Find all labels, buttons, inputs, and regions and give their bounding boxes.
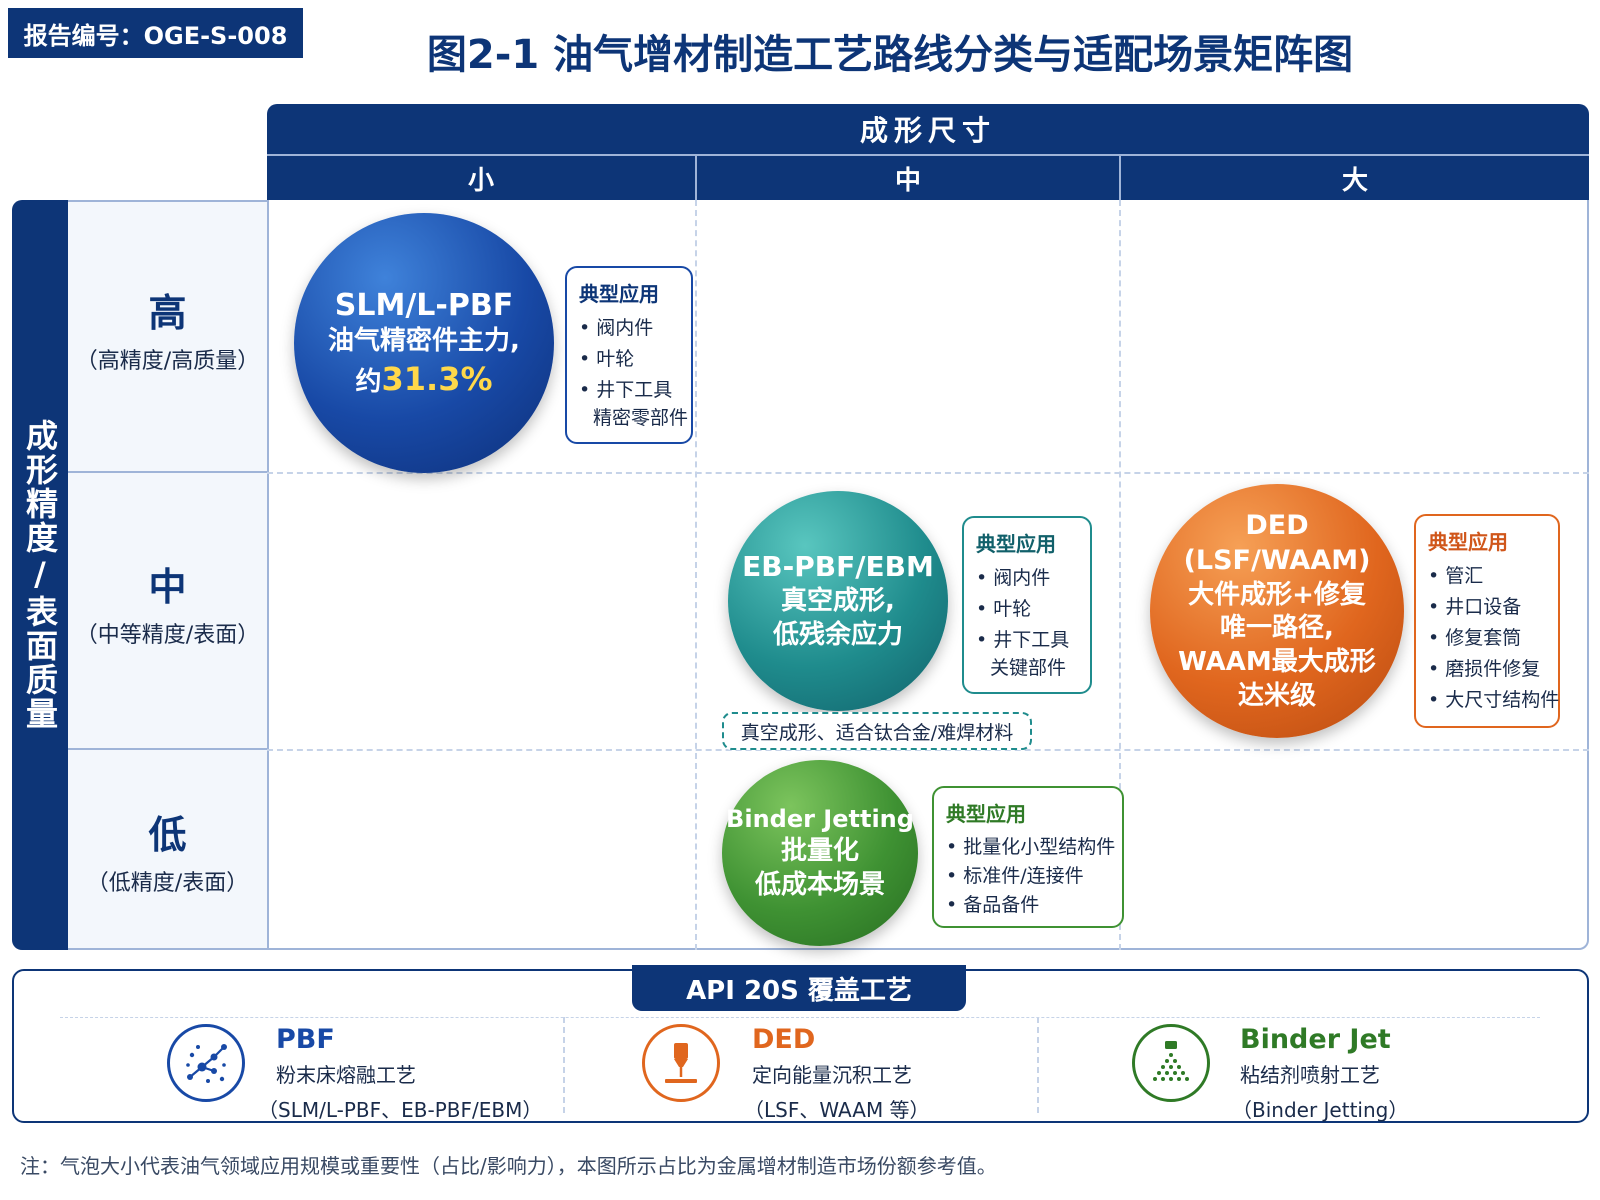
bubble-desc: 唯一路径, (1220, 613, 1334, 644)
bubble-title: Binder Jetting (726, 804, 914, 833)
app-item-continuation: 关键部件 (990, 657, 1067, 679)
share-prefix: 约 (355, 366, 382, 397)
bubble-desc: 达米级 (1237, 680, 1316, 711)
page-title: 图2-1 油气增材制造工艺路线分类与适配场景矩阵图 (426, 32, 1354, 78)
footnote: 注：气泡大小代表油气领域应用规模或重要性（占比/影响力），本图所示占比为金属增材… (20, 1154, 997, 1178)
api-item-subtypes: （LSF、WAAM 等） (744, 1098, 930, 1122)
app-box-title: 典型应用 (1428, 530, 1508, 554)
api-item-desc: 粘结剂喷射工艺 (1240, 1063, 1380, 1087)
app-item: 修复套筒 (1428, 623, 1546, 654)
app-item: 管汇 (1428, 561, 1546, 592)
bubble-title: SLM/L-PBF (334, 287, 514, 323)
api-panel-divider (60, 1017, 1540, 1018)
api-panel-separator (563, 1017, 565, 1113)
api-item-subtypes: （Binder Jetting） (1232, 1098, 1409, 1122)
bubble-desc: 低成本场景 (754, 869, 885, 900)
row-label-column (68, 200, 267, 950)
row-divider (68, 471, 267, 473)
app-item: 阀内件 (976, 563, 1078, 594)
api-item-name: Binder Jet (1240, 1024, 1391, 1055)
powder-bed-icon (167, 1024, 245, 1102)
api-item-desc: 粉末床熔融工艺 (276, 1063, 416, 1087)
app-item: 磨损件修复 (1428, 654, 1546, 685)
app-box-ded: 典型应用 管汇 井口设备 修复套筒 磨损件修复 大尺寸结构件 (1414, 514, 1560, 728)
share-value: 31.3% (381, 359, 493, 398)
bubble-desc: 真空成形, (781, 586, 895, 617)
column-divider (1119, 156, 1121, 200)
column-small: 小 (467, 165, 494, 196)
app-box-title: 典型应用 (579, 282, 659, 306)
bubble-desc: 批量化 (780, 835, 859, 866)
binder-spray-icon (1132, 1024, 1210, 1102)
column-large: 大 (1341, 165, 1368, 196)
bubble-desc: 油气精密件主力, (328, 325, 520, 356)
row-desc: （高精度/高质量） (75, 349, 260, 374)
api-item-ded: DED 定向能量沉积工艺 （LSF、WAAM 等） (744, 1024, 930, 1123)
api-item-pbf: PBF 粉末床熔融工艺 （SLM/L-PBF、EB-PBF/EBM） (258, 1024, 542, 1123)
app-item: 井下工具 (579, 375, 679, 406)
app-item: 阀内件 (579, 313, 679, 344)
column-medium: 中 (894, 165, 921, 196)
app-box-title: 典型应用 (946, 802, 1026, 826)
bubble-slm-lpbf: SLM/L-PBF 油气精密件主力, 约31.3% (294, 213, 554, 473)
bubble-desc: 低残余应力 (772, 620, 903, 651)
app-item: 大尺寸结构件 (1428, 685, 1559, 716)
row-medium: 中 （中等精度/表面） (68, 556, 267, 649)
column-axis-label: 成形尺寸 (859, 114, 996, 147)
row-level: 中 (148, 565, 187, 609)
api-item-name: PBF (276, 1024, 335, 1055)
row-level: 低 (148, 813, 187, 857)
app-box-slm: 典型应用 阀内件 叶轮 井下工具 精密零部件 (565, 266, 693, 444)
app-item: 标准件/连接件 (946, 862, 1110, 891)
row-level: 高 (148, 291, 187, 335)
row-low: 低 （低精度/表面） (68, 804, 267, 897)
api-item-binder-jet: Binder Jet 粘结剂喷射工艺 （Binder Jetting） (1232, 1024, 1408, 1123)
api-item-subtypes: （SLM/L-PBF、EB-PBF/EBM） (258, 1098, 543, 1122)
app-box-binder: 典型应用 批量化小型结构件 标准件/连接件 备品备件 (932, 786, 1124, 928)
grid-line (695, 200, 697, 950)
bubble-desc: WAAM最大成形 (1178, 647, 1376, 678)
bubble-title: DED (LSF/WAAM) (1183, 510, 1371, 577)
row-desc: （中等精度/表面） (75, 623, 260, 648)
row-divider (68, 748, 267, 750)
row-high: 高 （高精度/高质量） (68, 282, 267, 375)
bubble-ded: DED (LSF/WAAM) 大件成形+修复 唯一路径, WAAM最大成形 达米… (1150, 484, 1404, 738)
grid-line (1119, 200, 1121, 950)
app-item: 井口设备 (1428, 592, 1546, 623)
column-divider (695, 156, 697, 200)
ebm-note-tag: 真空成形、适合钛合金/难焊材料 (722, 712, 1032, 750)
bubble-binder-jetting: Binder Jetting 批量化 低成本场景 (722, 760, 918, 946)
row-axis-header: 成形精度/表面质量 (12, 200, 68, 950)
row-desc: （低精度/表面） (86, 871, 249, 896)
api-panel-separator (1037, 1017, 1039, 1113)
column-axis-header: 成形尺寸 小 中 大 (267, 104, 1589, 200)
app-item: 井下工具 (976, 625, 1078, 656)
bubble-desc: 大件成形+修复 (1188, 579, 1366, 610)
app-item: 叶轮 (976, 594, 1078, 625)
api-item-desc: 定向能量沉积工艺 (752, 1063, 912, 1087)
api-item-name: DED (752, 1024, 816, 1055)
grid-line (267, 472, 1589, 474)
app-item: 备品备件 (946, 891, 1110, 920)
app-item: 叶轮 (579, 344, 679, 375)
bubble-eb-pbf-ebm: EB-PBF/EBM 真空成形, 低残余应力 (728, 491, 948, 711)
grid-line (267, 749, 1589, 751)
report-number-tag: 报告编号：OGE-S-008 (8, 8, 303, 58)
app-item: 批量化小型结构件 (946, 833, 1115, 862)
row-axis-label: 成形精度/表面质量 (21, 419, 59, 731)
app-item-continuation: 精密零部件 (593, 407, 689, 429)
bubble-title: EB-PBF/EBM (742, 550, 934, 583)
app-box-title: 典型应用 (976, 532, 1056, 556)
column-header-divider (267, 154, 1589, 156)
app-box-ebm: 典型应用 阀内件 叶轮 井下工具 关键部件 (962, 516, 1092, 694)
api-panel-title: API 20S 覆盖工艺 (632, 965, 966, 1011)
bubble-share: 约31.3% (355, 359, 492, 401)
energy-nozzle-icon (642, 1024, 720, 1102)
